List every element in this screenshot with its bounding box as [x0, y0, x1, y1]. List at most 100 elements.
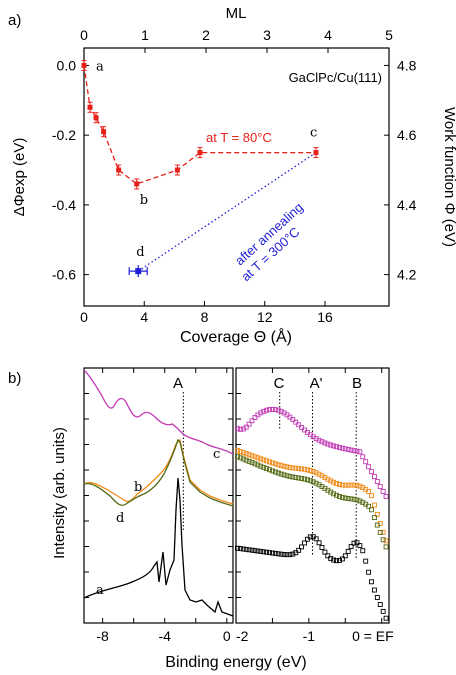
marker-b	[371, 502, 377, 508]
marker-b	[380, 529, 386, 535]
marker-a	[267, 550, 272, 556]
marker-c	[293, 419, 299, 425]
right-tick-label: 4.6	[397, 127, 417, 143]
marker-b	[275, 462, 281, 468]
marker-a	[313, 536, 319, 542]
panel-b-ticks: -8 -4 0 -2 -1 0 = EF	[84, 368, 394, 644]
marker-b	[299, 466, 305, 472]
marker-c	[258, 410, 264, 416]
data-point-80c	[197, 150, 203, 156]
marker-a	[272, 550, 278, 556]
marker-d	[304, 477, 310, 483]
marker-d	[348, 496, 354, 502]
marker-b	[237, 449, 243, 455]
right-tick-label: 4.2	[397, 267, 417, 283]
marker-a	[296, 547, 302, 553]
marker-d	[345, 496, 351, 501]
marker-c	[316, 437, 322, 443]
marker-d	[334, 492, 339, 498]
marker-a	[302, 540, 307, 546]
left-tick-label: 0.0	[57, 57, 77, 73]
marker-d	[310, 479, 316, 485]
marker-c	[342, 446, 348, 452]
marker-b	[304, 467, 310, 473]
marker-a	[345, 548, 351, 554]
panel-b-left-frame	[83, 367, 234, 624]
panel-b-curves	[83, 369, 389, 621]
marker-b	[246, 452, 252, 458]
bottom-tick-label: 0	[80, 309, 88, 325]
marker-d	[243, 457, 249, 463]
marker-a	[261, 549, 267, 555]
right-tick-label: 4.4	[397, 197, 417, 213]
marker-c	[363, 459, 369, 465]
peak-label-A: A	[173, 375, 183, 392]
marker-c	[366, 464, 372, 470]
left-tick-label: -0.4	[52, 197, 76, 213]
left-tick-label: -0.6	[52, 267, 76, 283]
bottom-tick-label: 16	[317, 309, 333, 325]
marker-b	[374, 511, 380, 517]
marker-d	[342, 495, 348, 501]
data-point-80c	[313, 150, 319, 156]
marker-d	[302, 476, 307, 482]
marker-b	[278, 463, 284, 468]
marker-b	[261, 457, 267, 463]
marker-a	[235, 545, 240, 551]
marker-b	[249, 453, 255, 459]
binding-energy-label: Binding energy (eV)	[165, 654, 306, 671]
marker-d	[293, 475, 299, 480]
marker-a	[255, 548, 261, 554]
marker-d	[290, 474, 296, 480]
right-y-axis-label: Work function Φ (eV)	[441, 107, 456, 247]
marker-c	[354, 448, 360, 454]
top-axis-label: ML	[226, 5, 247, 22]
marker-a	[290, 551, 296, 557]
marker-c	[383, 493, 389, 499]
marker-a	[337, 557, 342, 563]
marker-b	[243, 451, 249, 457]
marker-a	[299, 544, 305, 550]
marker-a	[369, 579, 374, 585]
marker-d	[275, 470, 281, 476]
marker-a	[348, 544, 354, 550]
marker-c	[261, 408, 267, 414]
marker-c	[249, 418, 255, 424]
marker-a	[264, 549, 270, 555]
top-tick-label: 4	[324, 27, 332, 43]
b-left-tick-label: 0	[223, 628, 231, 644]
marker-c	[377, 484, 383, 489]
marker-c	[246, 421, 252, 427]
peak-label-C: C	[274, 375, 285, 392]
marker-b	[328, 478, 334, 484]
marker-b	[272, 461, 278, 467]
b-right-tick-label: 0 = EF	[352, 628, 394, 644]
curve-c	[83, 369, 234, 455]
marker-d	[237, 455, 243, 461]
point-label-d: d	[136, 245, 144, 260]
marker-a	[380, 608, 386, 614]
top-tick-label: 0	[80, 27, 88, 43]
marker-a	[325, 553, 331, 559]
top-tick-label: 5	[385, 27, 393, 43]
series-label-annealing: after annealing at T = 300°C	[232, 200, 306, 285]
series-line-80c	[83, 65, 316, 185]
bottom-tick-label: 12	[257, 309, 273, 325]
marker-c	[296, 422, 302, 428]
panel-a-data: a b c d	[81, 59, 319, 278]
bottom-axis-ticks: 0 4 8 12 16	[80, 301, 333, 325]
marker-d	[339, 494, 345, 500]
top-axis-ticks: 0 1 2 3 4 5	[80, 27, 393, 53]
curve-label-b: b	[134, 480, 142, 495]
marker-c	[325, 441, 331, 447]
marker-b	[331, 479, 337, 485]
marker-d	[235, 454, 240, 460]
marker-d	[380, 537, 386, 543]
point-label-a: a	[96, 59, 104, 74]
panel-a-label: a)	[8, 12, 21, 29]
marker-c	[374, 479, 380, 485]
curve-a	[83, 477, 234, 617]
marker-a	[252, 548, 258, 554]
data-point-80c	[81, 62, 87, 68]
data-point-80c	[174, 167, 180, 173]
